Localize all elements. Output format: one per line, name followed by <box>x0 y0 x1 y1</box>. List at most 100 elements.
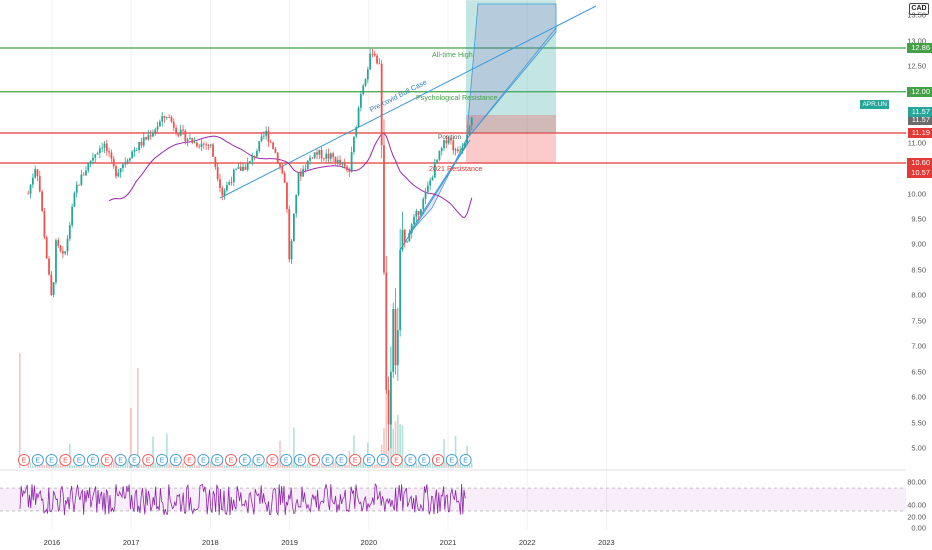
volume-bar <box>249 464 251 468</box>
candle-body <box>302 168 305 177</box>
earnings-circle <box>169 453 182 467</box>
price-label-support: 10.57 <box>907 168 932 179</box>
candle-body <box>96 153 99 155</box>
candle-body <box>380 63 383 146</box>
earnings-circle <box>45 453 58 467</box>
volume-bar <box>152 436 154 468</box>
volume-bar <box>330 465 332 468</box>
candle-body <box>177 133 180 136</box>
volume-bar <box>256 464 258 468</box>
earnings-label: E <box>298 458 303 465</box>
earnings-circle <box>73 453 86 467</box>
earnings-marker: E <box>321 453 334 467</box>
candle-body <box>135 149 138 151</box>
earnings-circle <box>390 453 403 467</box>
earnings-label: E <box>256 458 261 465</box>
candle-body <box>50 274 53 296</box>
candle-body <box>170 117 173 122</box>
earnings-marker: E <box>224 453 238 467</box>
earnings-circle <box>459 453 472 467</box>
earnings-marker: E <box>45 453 58 467</box>
candle-body <box>323 158 325 160</box>
candle-body <box>306 160 309 169</box>
candle-body <box>341 163 344 165</box>
candle-body <box>445 140 448 144</box>
rsi-tick-label: 40.00 <box>907 500 926 510</box>
earnings-circle <box>252 453 265 467</box>
candle-body <box>256 151 258 157</box>
volume-bar <box>276 462 279 468</box>
price-tick-label: 10.50 <box>907 164 926 173</box>
candle-body <box>57 240 60 246</box>
candle-body <box>454 149 457 151</box>
earnings-marker: E <box>238 453 251 467</box>
volume-bar <box>156 462 159 468</box>
volume-bar <box>417 464 420 468</box>
volume-bar <box>212 463 214 468</box>
currency-button[interactable]: CAD <box>909 3 929 15</box>
candle-body <box>103 143 106 148</box>
candle-body <box>334 157 337 164</box>
volume-bar <box>133 465 136 468</box>
volume-bar <box>383 428 385 468</box>
candle-body <box>165 117 168 118</box>
volume-bar <box>124 463 127 468</box>
volume-bar <box>94 465 97 468</box>
price-tick-label: 7.50 <box>911 316 926 326</box>
candle-body <box>219 179 221 188</box>
candle-body <box>457 149 459 152</box>
volume-bar <box>376 464 378 468</box>
volume-bar <box>59 461 62 468</box>
earnings-marker: E <box>252 453 265 467</box>
earnings-label: E <box>104 458 109 465</box>
candle-body <box>34 169 37 178</box>
volume-bar <box>468 464 471 468</box>
volume-bar <box>166 433 168 468</box>
volume-bar <box>89 463 92 468</box>
candle-body <box>346 166 348 171</box>
volume-bar <box>230 464 233 468</box>
candle-body <box>184 130 187 142</box>
candle-body <box>212 144 214 157</box>
earnings-label: E <box>35 458 40 465</box>
earnings-marker: E <box>293 453 307 467</box>
earnings-marker: E <box>114 453 127 467</box>
candle-body <box>267 130 270 142</box>
price-tick-label: 11.00 <box>907 138 926 148</box>
candle-body <box>82 174 85 176</box>
candle-body <box>31 177 34 185</box>
candle-body <box>205 144 208 146</box>
price-tick-label: 6.00 <box>911 392 926 402</box>
candle-body <box>119 168 122 173</box>
candle-body <box>207 145 210 146</box>
volume-bar <box>137 368 139 468</box>
volume-bars <box>19 353 473 468</box>
volume-bar <box>159 465 161 468</box>
earnings-label: E <box>408 458 413 465</box>
volume-bar <box>362 462 364 468</box>
earnings-label: E <box>229 458 234 465</box>
earnings-circle <box>431 453 445 467</box>
candle-body <box>147 135 150 140</box>
candle-body <box>413 216 415 225</box>
earnings-marker: E <box>17 453 31 467</box>
candle-body <box>216 166 219 180</box>
price-tick-label: 5.00 <box>911 443 926 453</box>
candle-body <box>246 162 249 170</box>
earnings-circle <box>17 453 31 467</box>
candle-body <box>269 141 272 143</box>
volume-bar <box>272 464 274 468</box>
candle-body <box>43 211 46 238</box>
earnings-circle <box>335 453 348 467</box>
earnings-label: E <box>22 458 27 465</box>
volume-bar <box>392 429 395 468</box>
candle-body <box>466 134 469 143</box>
volume-bar <box>142 460 145 468</box>
volume-bar <box>179 465 182 468</box>
candle-body <box>193 142 196 144</box>
earnings-circle <box>211 453 224 467</box>
candle-body <box>433 163 436 178</box>
candle-body <box>369 53 372 70</box>
candle-body <box>276 152 279 164</box>
